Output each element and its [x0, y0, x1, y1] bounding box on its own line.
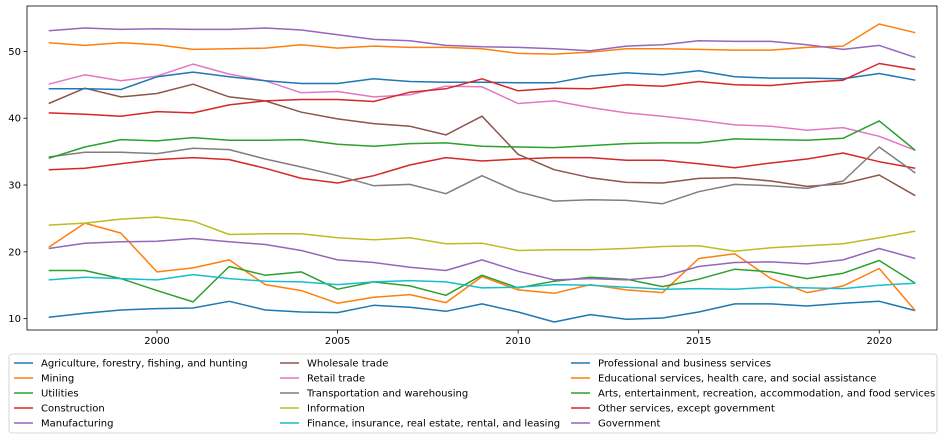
series-line-3	[48, 152, 916, 184]
legend-label-12: Arts, entertainment, recreation, accommo…	[598, 389, 935, 400]
series-line-6	[48, 63, 916, 151]
plot-area	[48, 23, 916, 323]
legend-label-13: Other services, except government	[598, 404, 775, 415]
legend-label-9: Finance, insurance, real estate, rental,…	[307, 419, 560, 430]
x-tick-label: 2020	[866, 336, 891, 347]
legend-label-4: Manufacturing	[41, 419, 113, 430]
y-tick-label: 30	[8, 181, 21, 192]
legend-label-2: Utilities	[41, 389, 79, 400]
series-line-5	[48, 83, 916, 197]
series-line-13	[48, 62, 916, 117]
series-line-9	[48, 273, 916, 290]
legend: Agriculture, forestry, fishing, and hunt…	[8, 353, 938, 434]
series-line-14	[48, 27, 916, 59]
legend-label-6: Retail trade	[307, 374, 365, 385]
y-tick-label: 50	[8, 47, 21, 58]
x-tick-label: 2005	[325, 336, 350, 347]
x-tick-label: 2000	[144, 336, 169, 347]
legend-label-7: Transportation and warehousing	[306, 389, 468, 400]
legend-label-1: Mining	[41, 374, 74, 385]
y-tick-label: 40	[8, 114, 21, 125]
legend-label-5: Wholesale trade	[307, 359, 388, 370]
series-line-7	[48, 146, 916, 205]
axes: 2000 2005 2010 2015 2020 10 20 30 40 50	[8, 5, 938, 347]
series-line-2	[48, 259, 916, 303]
x-tick-label: 2015	[686, 336, 711, 347]
series-line-8	[48, 216, 916, 252]
legend-label-10: Professional and business services	[598, 359, 771, 370]
x-tick-label: 2010	[505, 336, 530, 347]
series-line-1	[48, 222, 916, 312]
series-line-10	[48, 70, 916, 91]
axes-frame	[26, 5, 938, 331]
legend-label-11: Educational services, health care, and s…	[598, 374, 876, 385]
legend-label-8: Information	[307, 404, 365, 415]
legend-label-0: Agriculture, forestry, fishing, and hunt…	[41, 359, 248, 370]
y-tick-label: 10	[8, 314, 21, 325]
legend-box	[8, 353, 938, 434]
legend-label-3: Construction	[41, 404, 105, 415]
series-line-4	[48, 237, 916, 281]
series-line-0	[48, 300, 916, 323]
legend-label-14: Government	[598, 419, 660, 430]
y-tick-label: 20	[8, 247, 21, 258]
series-line-11	[48, 23, 916, 55]
series-line-12	[48, 120, 916, 160]
